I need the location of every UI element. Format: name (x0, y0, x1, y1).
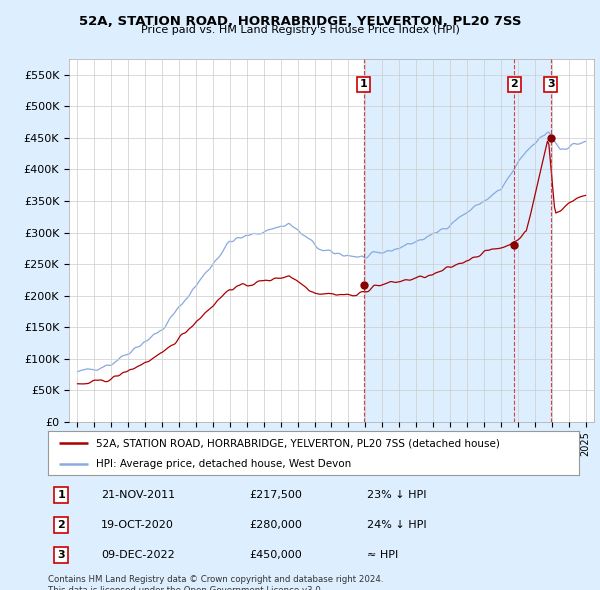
Text: 1: 1 (58, 490, 65, 500)
Text: 2: 2 (58, 520, 65, 530)
Text: £280,000: £280,000 (250, 520, 302, 530)
Text: 3: 3 (58, 550, 65, 560)
Text: 09-DEC-2022: 09-DEC-2022 (101, 550, 175, 560)
Text: 3: 3 (547, 80, 554, 90)
Text: 19-OCT-2020: 19-OCT-2020 (101, 520, 174, 530)
Text: £217,500: £217,500 (250, 490, 302, 500)
Text: £450,000: £450,000 (250, 550, 302, 560)
Text: Contains HM Land Registry data © Crown copyright and database right 2024.
This d: Contains HM Land Registry data © Crown c… (48, 575, 383, 590)
Text: 52A, STATION ROAD, HORRABRIDGE, YELVERTON, PL20 7SS (detached house): 52A, STATION ROAD, HORRABRIDGE, YELVERTO… (96, 438, 500, 448)
Text: HPI: Average price, detached house, West Devon: HPI: Average price, detached house, West… (96, 459, 351, 469)
Text: 21-NOV-2011: 21-NOV-2011 (101, 490, 175, 500)
Text: Price paid vs. HM Land Registry's House Price Index (HPI): Price paid vs. HM Land Registry's House … (140, 25, 460, 35)
Text: 2: 2 (511, 80, 518, 90)
Text: 24% ↓ HPI: 24% ↓ HPI (367, 520, 426, 530)
Text: 52A, STATION ROAD, HORRABRIDGE, YELVERTON, PL20 7SS: 52A, STATION ROAD, HORRABRIDGE, YELVERTO… (79, 15, 521, 28)
Text: 23% ↓ HPI: 23% ↓ HPI (367, 490, 426, 500)
Bar (364, 59, 551, 422)
Text: 1: 1 (360, 80, 368, 90)
Text: ≈ HPI: ≈ HPI (367, 550, 398, 560)
